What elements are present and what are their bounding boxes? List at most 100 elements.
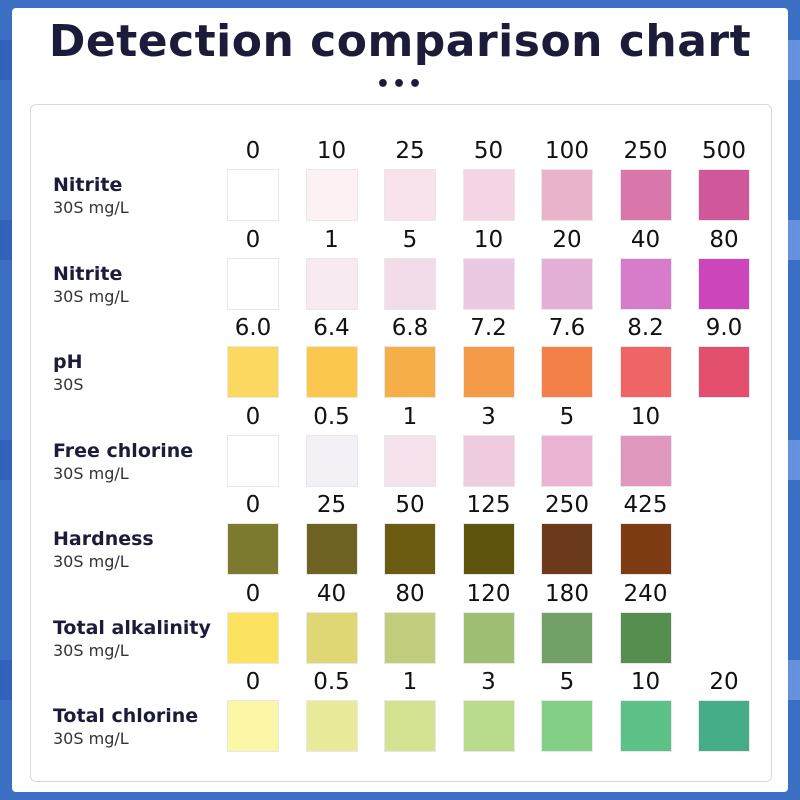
color-swatch [227, 611, 279, 664]
cell-value: 10 [473, 226, 504, 253]
color-cell: 40 [305, 576, 358, 664]
row-nitrite: Nitrite 30S mg/L 0 10 25 50 100 250 500 [31, 133, 771, 221]
page-title: Detection comparison chart [48, 16, 752, 67]
parameter-unit: 30S mg/L [53, 729, 129, 748]
color-swatch [227, 257, 279, 310]
cell-value: 5 [402, 226, 418, 253]
cell-value: 5 [559, 669, 575, 695]
color-swatch [305, 523, 358, 575]
cell-value: 10 [630, 669, 661, 695]
color-swatch [619, 169, 672, 221]
parameter-name: Total chlorine [53, 705, 199, 727]
color-swatch [384, 169, 436, 221]
title-dots: ••• [375, 72, 425, 97]
color-cell: 9.0 [698, 310, 750, 398]
color-swatch [305, 169, 358, 221]
cell-value: 9.0 [705, 315, 743, 341]
cell-value: 50 [395, 492, 425, 518]
color-cell: 180 [541, 576, 593, 664]
color-cell: 1 [384, 399, 436, 487]
cell-value: 425 [623, 492, 668, 518]
color-swatch [698, 257, 750, 310]
color-cell: 0 [227, 664, 279, 752]
color-swatch [462, 257, 515, 310]
color-swatch [462, 700, 515, 752]
cell-value: 500 [702, 138, 746, 164]
parameter-unit: 30S mg/L [53, 640, 129, 660]
color-cell: 250 [541, 487, 593, 575]
color-cell: 0.5 [305, 664, 358, 752]
color-swatch [541, 700, 593, 752]
cell-value: 0 [245, 226, 261, 253]
cell-value: 250 [623, 138, 668, 164]
cell-value: 3 [481, 669, 496, 695]
color-swatch [698, 346, 750, 398]
color-swatch [541, 611, 593, 664]
cell-value: 1 [324, 226, 339, 253]
cell-value: 0 [245, 669, 261, 695]
color-cell: 5 [384, 222, 436, 310]
cell-value: 0 [245, 580, 261, 607]
color-cell: 6.4 [305, 310, 358, 398]
parameter-unit: 30S mg/L [53, 463, 129, 483]
color-cell: 0 [227, 133, 279, 221]
cell-value: 0.5 [313, 669, 350, 695]
cell-value: 0.5 [313, 403, 350, 430]
row-nitrite: Nitrite 30S mg/L 0 1 5 10 20 40 80 [31, 222, 771, 310]
cell-value: 80 [709, 226, 739, 253]
cell-value: 10 [316, 138, 347, 164]
color-swatch [462, 523, 515, 575]
color-cell: 5 [541, 664, 593, 752]
color-cell: 6.0 [227, 310, 279, 398]
parameter-name: Hardness [53, 528, 154, 550]
color-cell: 7.6 [541, 310, 593, 398]
color-cell: 3 [462, 399, 515, 487]
cell-value: 80 [395, 580, 425, 607]
color-swatch [619, 523, 672, 575]
color-swatch [305, 346, 358, 398]
color-swatch [541, 434, 593, 487]
cell-value: 3 [481, 403, 496, 430]
color-swatch [462, 434, 515, 487]
color-swatch [384, 611, 436, 664]
color-swatch [541, 169, 593, 221]
color-cell: 3 [462, 664, 515, 752]
cell-value: 7.2 [470, 315, 507, 341]
color-cell: 40 [619, 222, 672, 310]
color-swatch [384, 523, 436, 575]
cell-value: 6.4 [313, 315, 350, 341]
color-swatch [384, 257, 436, 310]
cell-value: 240 [623, 580, 668, 607]
cell-value: 25 [316, 492, 347, 518]
cell-value: 50 [473, 138, 504, 164]
cell-value: 0 [245, 492, 261, 518]
color-cell: 425 [619, 487, 672, 575]
color-swatch [541, 346, 593, 398]
row-label: pH 30S [53, 350, 84, 396]
color-cell: 120 [462, 576, 515, 664]
color-cell: 25 [305, 487, 358, 575]
row-total-chlorine: Total chlorine 30S mg/L 0 0.5 1 3 5 10 20 [31, 664, 771, 752]
color-swatch [305, 700, 358, 752]
color-swatch [227, 700, 279, 752]
cell-value: 10 [630, 403, 661, 430]
parameter-name: pH [53, 351, 83, 373]
cell-value: 25 [395, 138, 425, 164]
color-swatch [227, 434, 279, 487]
color-cell: 80 [698, 222, 750, 310]
color-cell: 0 [227, 576, 279, 664]
cell-value: 6.0 [234, 315, 272, 341]
color-swatch [698, 700, 750, 752]
row-label: Nitrite 30S mg/L [53, 173, 129, 219]
row-label: Hardness 30S mg/L [53, 527, 154, 573]
color-swatch [462, 169, 515, 221]
parameter-name: Total alkalinity [53, 616, 211, 639]
color-cell: 240 [619, 576, 672, 664]
color-cell: 50 [384, 487, 436, 575]
color-swatch [619, 346, 672, 398]
cell-value: 250 [545, 492, 589, 518]
color-cell: 100 [541, 133, 593, 221]
color-swatch [619, 700, 672, 752]
color-swatch [384, 700, 436, 752]
cell-value: 40 [316, 580, 347, 607]
